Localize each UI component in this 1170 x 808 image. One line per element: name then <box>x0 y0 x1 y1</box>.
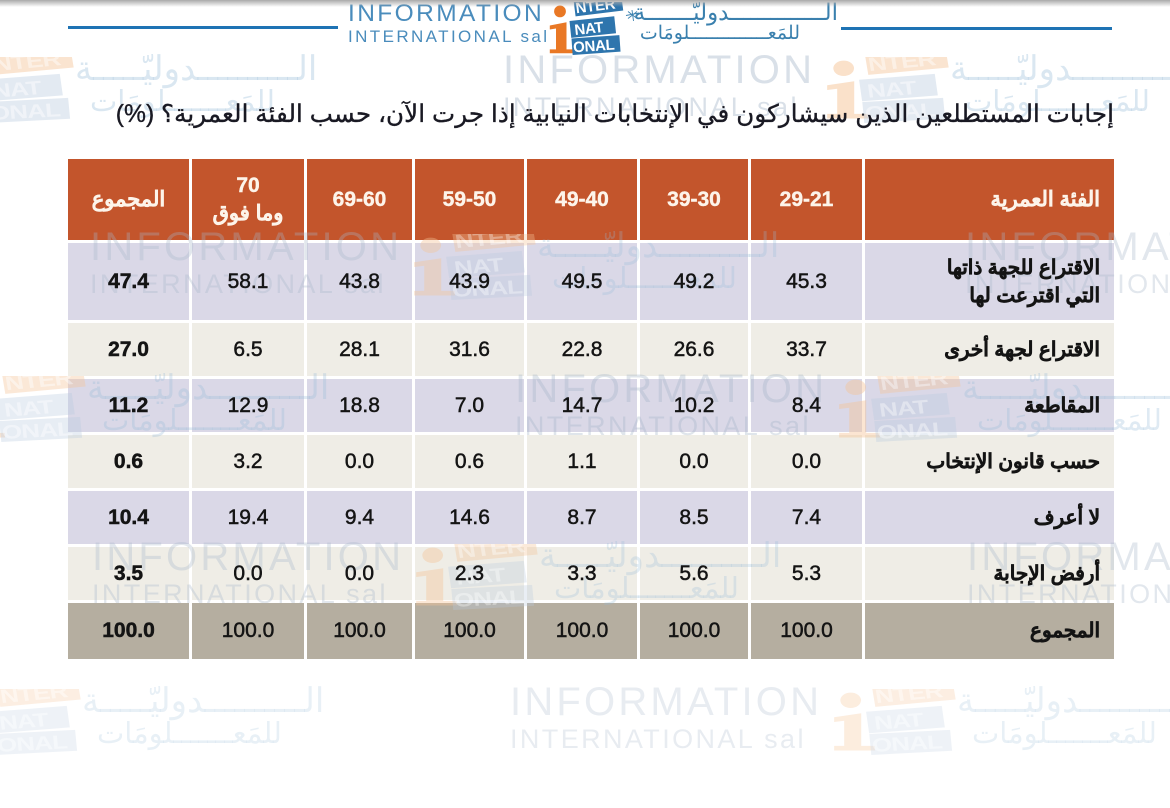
svg-text:ONAL: ONAL <box>1 418 74 444</box>
svg-text:NAT: NAT <box>873 708 926 734</box>
svg-text:ONAL: ONAL <box>871 731 944 757</box>
svg-text:NAT: NAT <box>3 395 56 421</box>
svg-text:ONAL: ONAL <box>573 37 616 57</box>
svg-text:ONAL: ONAL <box>0 99 62 125</box>
svg-text:NTER: NTER <box>866 57 937 75</box>
svg-text:NTER: NTER <box>0 689 69 707</box>
svg-text:ONAL: ONAL <box>0 731 69 757</box>
svg-text:NTER: NTER <box>873 689 944 707</box>
svg-text:NAT: NAT <box>0 708 50 734</box>
svg-text:NAT: NAT <box>866 76 919 102</box>
svg-text:NAT: NAT <box>0 76 43 102</box>
svg-text:NTER: NTER <box>0 57 62 75</box>
svg-text:NTER: NTER <box>3 376 74 394</box>
svg-text:NAT: NAT <box>574 19 605 39</box>
